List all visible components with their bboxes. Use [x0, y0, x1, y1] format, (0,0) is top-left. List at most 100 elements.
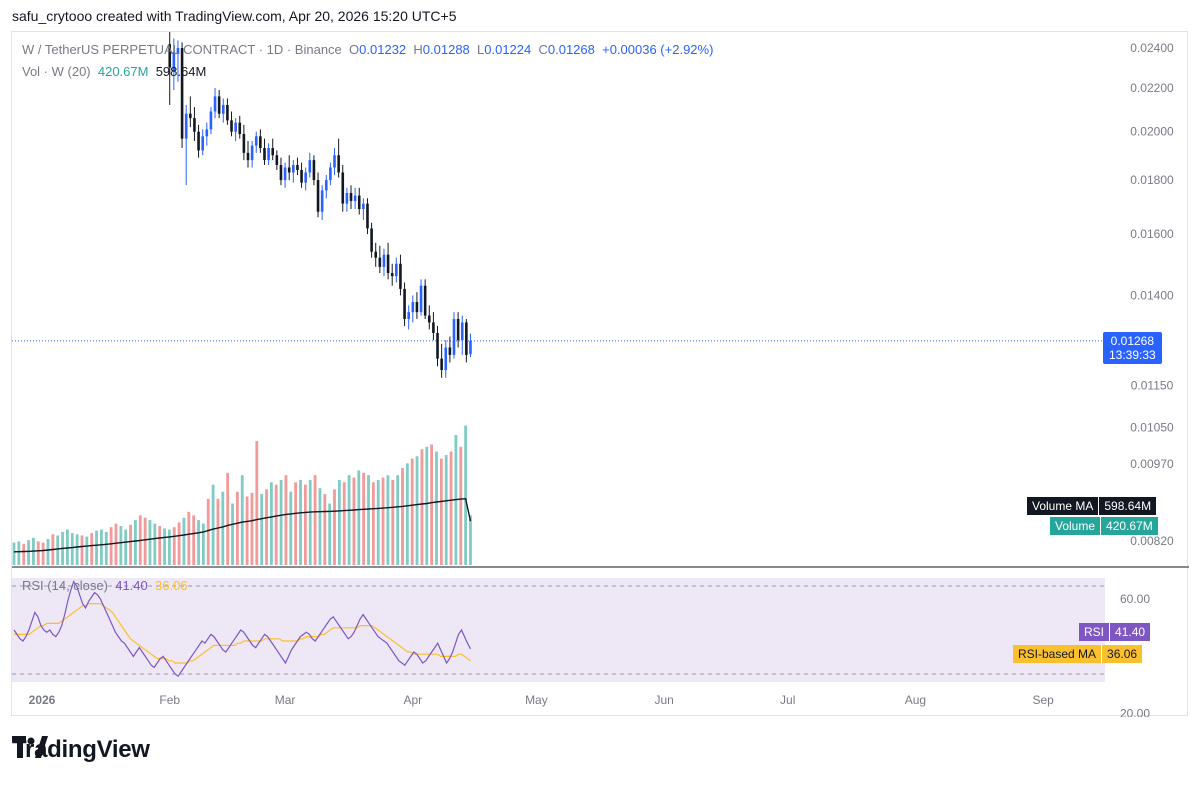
volume-bar	[323, 494, 327, 565]
chart-frame[interactable]: 0.02400 0.02200 0.02000 0.01800 0.01600 0.014…	[11, 31, 1189, 717]
candle-body	[221, 104, 225, 114]
volume-bar	[197, 520, 200, 565]
candle-body	[246, 152, 250, 161]
volume-bar	[109, 527, 113, 565]
candle-body	[230, 120, 233, 132]
chart-canvas[interactable]: 0.02400 0.02200 0.02000 0.01800 0.01600 0.014…	[12, 32, 1189, 717]
time-axis-label: Mar	[275, 693, 296, 707]
volume-bar	[420, 449, 424, 565]
candle-body	[419, 285, 423, 313]
time-axis-label: Aug	[905, 693, 926, 707]
candle-body	[316, 180, 320, 212]
volume-bar	[449, 451, 453, 565]
volume-bar	[201, 523, 205, 565]
volume-bar	[104, 531, 108, 565]
volume-bar	[158, 526, 162, 565]
candle-body	[209, 111, 213, 130]
volume-bar	[36, 541, 40, 565]
volume-bar	[435, 451, 438, 565]
volume-bar	[469, 515, 472, 565]
time-axis-label: Jul	[780, 693, 795, 707]
volume-bar	[85, 536, 89, 565]
volume-bar	[70, 533, 74, 565]
rsi-ma-tag-label: RSI-based MA	[1013, 645, 1102, 663]
candle-body	[300, 169, 303, 183]
volume-bar	[265, 489, 268, 565]
volume-bar	[328, 503, 332, 565]
candle-body	[184, 113, 188, 139]
candle-body	[201, 136, 204, 151]
legend-l-label: L	[477, 42, 485, 57]
candle-body	[259, 136, 262, 149]
candle-body	[378, 257, 382, 267]
candle-body	[440, 358, 443, 371]
candle-body	[345, 192, 349, 204]
volume-bar	[221, 491, 225, 565]
candle-body	[292, 165, 295, 173]
candle-body	[226, 104, 229, 121]
volume-bar	[27, 540, 30, 565]
candle-body	[329, 167, 332, 181]
candle-body	[254, 136, 258, 146]
volume-bar	[46, 539, 50, 565]
countdown-value: 13:39:33	[1109, 348, 1156, 362]
legend-high: 0.01288	[422, 42, 470, 57]
candle-body	[452, 318, 456, 355]
volume-bar	[12, 542, 16, 565]
candle-body	[390, 273, 394, 277]
legend-open: 0.01232	[359, 42, 407, 57]
candle-body	[374, 251, 378, 258]
volume-bar	[114, 523, 118, 565]
rsi-tag-value: 41.40	[1109, 623, 1151, 641]
legend-low: 0.01224	[484, 42, 532, 57]
volume-bar	[56, 535, 60, 565]
volume-legend-label: Vol · W (20)	[22, 64, 91, 79]
volume-bar	[250, 492, 254, 565]
candle-body	[407, 312, 410, 319]
candle-body	[341, 172, 345, 204]
candle-body	[423, 285, 427, 316]
candle-body	[287, 167, 291, 173]
volume-tag: Volume 420.67M	[1050, 517, 1158, 535]
legend-symbol: W / TetherUS PERPETUAL CONTRACT · 1D · B…	[22, 42, 342, 57]
candle-body	[386, 254, 390, 274]
candle-body	[275, 155, 279, 166]
volume-bar	[347, 475, 351, 565]
rsi-tag: RSI 41.40	[1079, 623, 1151, 641]
time-axis-label: Jun	[654, 693, 673, 707]
time-axis-label: May	[525, 693, 548, 707]
volume-bar	[444, 455, 448, 565]
candle-body	[205, 129, 209, 137]
candle-body	[250, 145, 254, 161]
volume-bar	[182, 517, 186, 565]
candle-body	[304, 172, 307, 183]
rsi-ma-tag-value: 36.06	[1101, 645, 1143, 663]
volume-bar	[90, 533, 94, 565]
volume-ma-line	[13, 497, 472, 553]
candle-body	[436, 333, 439, 359]
main-legend: W / TetherUS PERPETUAL CONTRACT · 1D · B…	[22, 42, 713, 57]
tradingview-brand[interactable]: TradingView	[12, 736, 150, 764]
candle-body	[168, 44, 172, 68]
candle-body	[180, 48, 184, 139]
rsi-tag-label: RSI	[1079, 623, 1110, 641]
candle-body	[312, 160, 316, 181]
candle-body	[465, 322, 468, 355]
volume-bar	[396, 475, 400, 565]
candle-body	[242, 133, 246, 153]
candle-body	[337, 155, 340, 173]
candle-body	[399, 263, 402, 289]
volume-bar	[163, 528, 166, 565]
tradingview-logo-icon	[12, 736, 48, 758]
volume-bar	[342, 482, 346, 565]
volume-legend: Vol · W (20) 420.67M 598.64M	[22, 64, 206, 79]
candle-body	[324, 180, 328, 191]
volume-bar	[357, 470, 361, 565]
volume-bar	[260, 494, 264, 565]
volume-bar	[245, 496, 249, 565]
volume-bar	[206, 498, 210, 565]
price-axis-label: 0.01600	[1130, 227, 1174, 241]
candle-body	[279, 165, 283, 181]
legend-c-label: C	[538, 42, 548, 57]
volume-bar	[255, 440, 259, 565]
